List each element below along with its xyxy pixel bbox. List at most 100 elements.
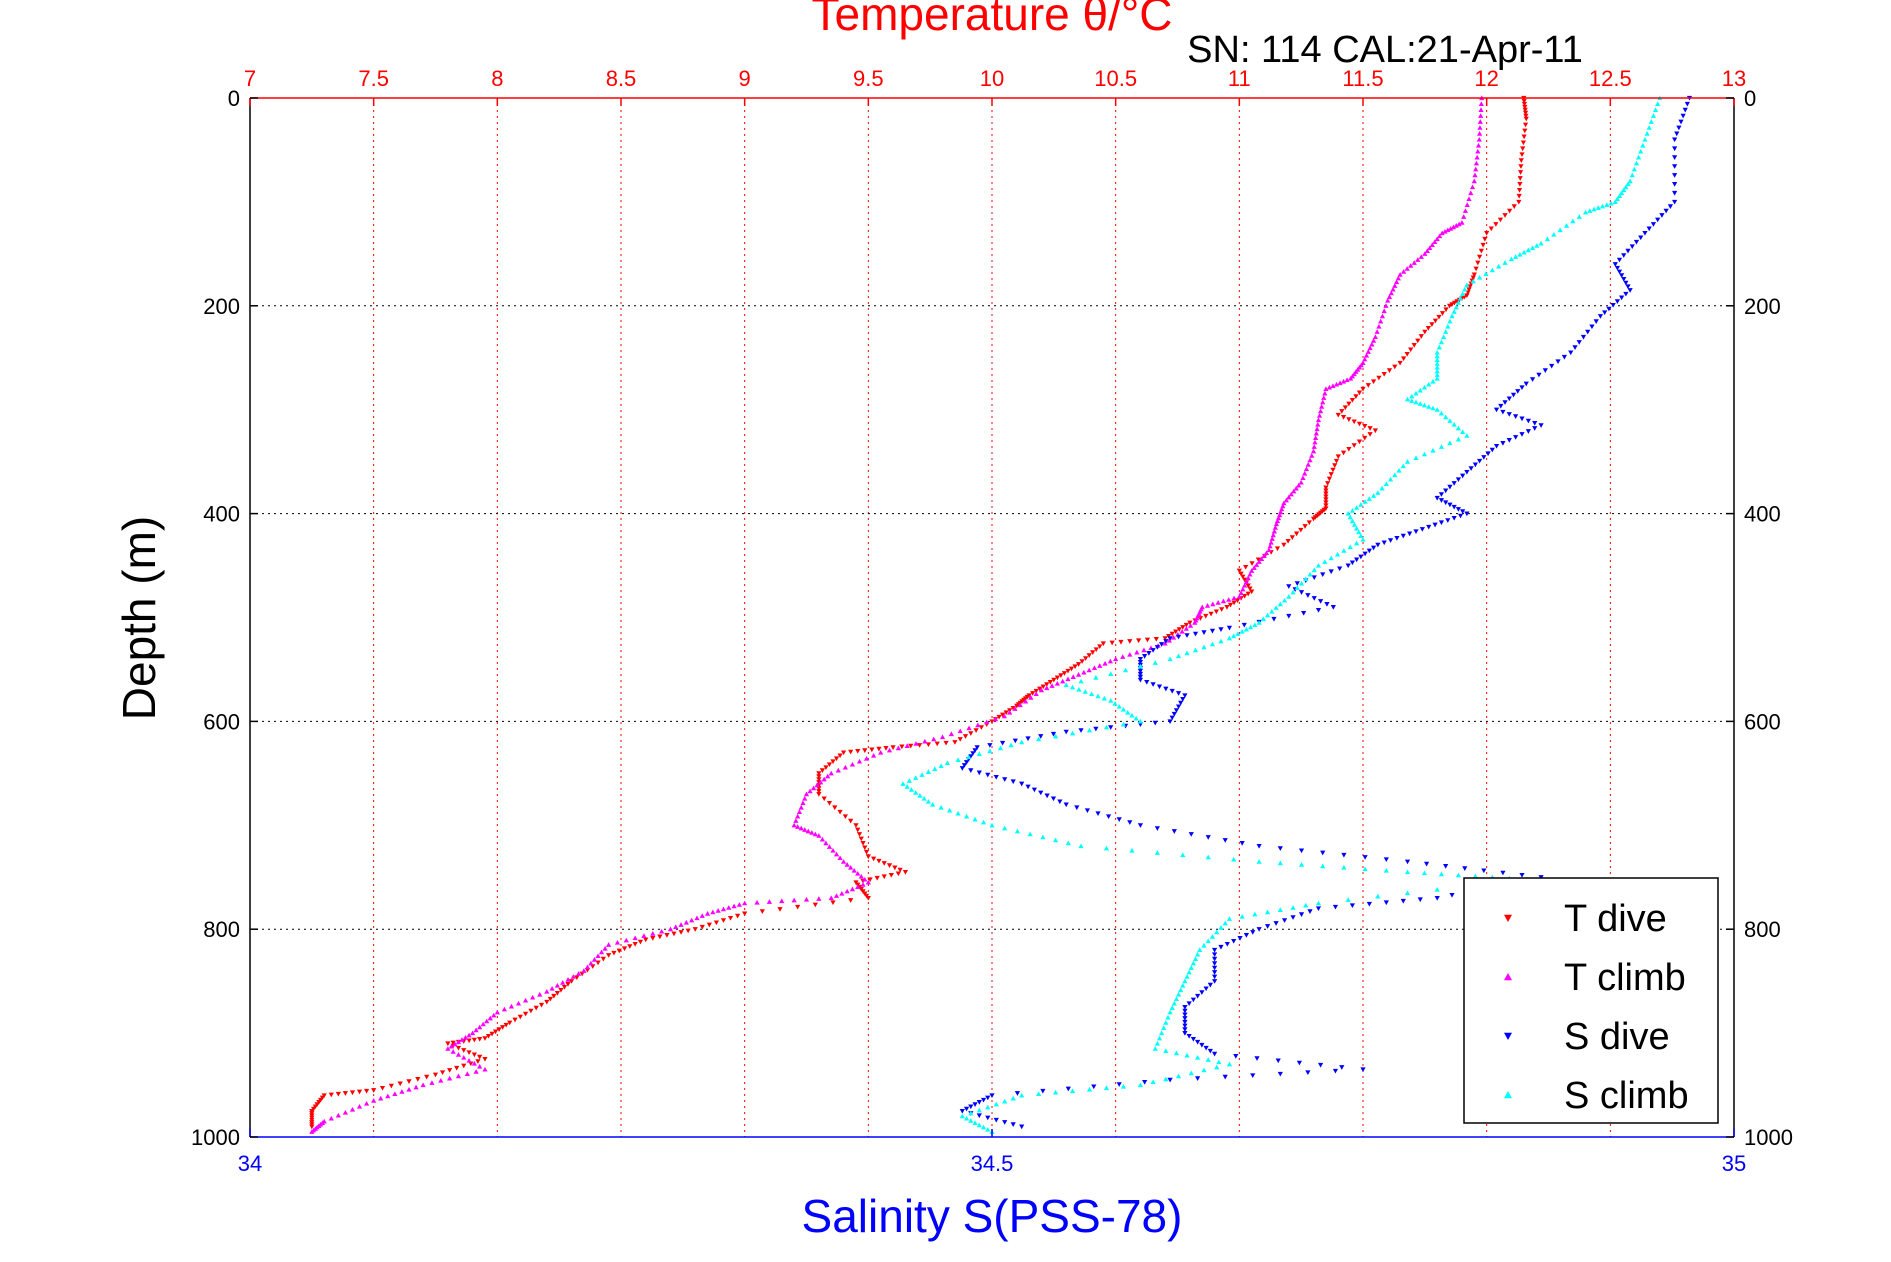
data-point <box>1306 520 1312 526</box>
data-point <box>1340 378 1347 384</box>
data-point <box>328 1092 334 1098</box>
data-point <box>742 900 748 906</box>
data-point <box>1175 634 1182 640</box>
data-point <box>1680 113 1686 119</box>
data-point <box>1396 467 1402 473</box>
data-point <box>848 818 854 824</box>
data-point <box>1576 340 1582 345</box>
data-point <box>972 816 978 822</box>
data-point <box>1054 675 1060 681</box>
data-point <box>1631 166 1637 172</box>
data-point <box>1002 1098 1008 1104</box>
data-point <box>1273 521 1280 527</box>
data-point <box>1134 649 1140 655</box>
data-point <box>1506 438 1512 443</box>
data-point <box>1659 213 1665 218</box>
data-point <box>459 1037 465 1042</box>
data-point <box>1156 684 1163 690</box>
data-point <box>606 953 612 958</box>
data-point <box>1242 582 1248 588</box>
data-point <box>461 1048 467 1053</box>
data-point <box>906 778 912 783</box>
data-point <box>1318 1062 1324 1068</box>
data-point <box>1619 295 1625 301</box>
data-point <box>1521 249 1527 255</box>
data-point <box>1572 345 1578 350</box>
data-point <box>1599 203 1606 209</box>
data-point <box>963 1106 970 1112</box>
data-point <box>1587 208 1593 213</box>
data-point <box>1103 845 1110 851</box>
data-point <box>584 964 591 970</box>
data-point <box>1672 173 1678 178</box>
data-point <box>581 968 587 973</box>
data-point <box>1063 802 1069 808</box>
data-point <box>1069 730 1076 736</box>
data-point <box>1192 956 1199 961</box>
data-point <box>1438 492 1445 497</box>
data-point <box>1192 647 1199 653</box>
data-point <box>1074 805 1080 811</box>
data-point <box>930 801 936 807</box>
data-point <box>1347 514 1353 520</box>
data-point <box>826 844 833 849</box>
data-point <box>1277 1071 1283 1077</box>
data-point <box>1017 702 1023 708</box>
data-point <box>1120 654 1126 659</box>
data-point <box>1180 697 1186 702</box>
data-point <box>821 776 827 782</box>
data-point <box>1097 663 1103 668</box>
data-point <box>1371 379 1377 385</box>
data-point <box>1081 669 1087 675</box>
data-point <box>1383 900 1389 906</box>
data-point <box>823 840 829 846</box>
data-point <box>968 1104 974 1110</box>
data-point <box>1404 396 1411 402</box>
data-point <box>477 1054 483 1060</box>
data-point <box>860 882 866 887</box>
data-point <box>1489 447 1495 453</box>
data-point <box>1084 808 1090 814</box>
data-point <box>450 1040 456 1046</box>
data-point <box>1188 1070 1194 1076</box>
data-point <box>1315 900 1322 906</box>
data-point <box>1212 970 1218 975</box>
data-point <box>1517 170 1524 175</box>
data-point <box>1340 415 1347 420</box>
data-point <box>1208 611 1214 617</box>
data-point <box>963 1115 970 1121</box>
data-point <box>766 899 772 904</box>
ticks: 7 7.5 8 8.5 9 9.5 10 10.5 11 11.5 12 12.5 13 34 34.5 35… <box>191 66 1793 1176</box>
data-point <box>1351 522 1358 527</box>
data-point <box>968 1118 974 1123</box>
data-point <box>1167 656 1173 662</box>
data-point <box>1154 850 1160 855</box>
data-point <box>1625 248 1631 254</box>
data-point <box>1404 859 1411 865</box>
data-point <box>1438 498 1445 503</box>
data-point <box>1502 260 1508 265</box>
data-point <box>1265 909 1271 915</box>
data-point <box>1002 825 1008 831</box>
data-point <box>1263 550 1270 556</box>
data-point <box>1186 1033 1192 1039</box>
data-point <box>1627 178 1633 184</box>
data-point <box>335 1091 341 1097</box>
data-point <box>471 1060 477 1066</box>
data-point <box>1159 1030 1165 1036</box>
data-point <box>1269 608 1275 614</box>
data-point <box>735 913 741 919</box>
data-point <box>1525 418 1531 424</box>
data-point <box>1376 323 1382 329</box>
data-point <box>1072 664 1078 670</box>
data-point <box>1240 586 1246 592</box>
data-point <box>795 904 801 910</box>
data-point <box>1252 911 1258 917</box>
data-point <box>1162 640 1168 646</box>
data-point <box>1137 823 1143 828</box>
data-point <box>657 934 663 940</box>
data-point <box>1335 454 1341 460</box>
data-point <box>1619 190 1625 196</box>
data-point <box>1101 695 1107 701</box>
data-point <box>1337 566 1343 572</box>
